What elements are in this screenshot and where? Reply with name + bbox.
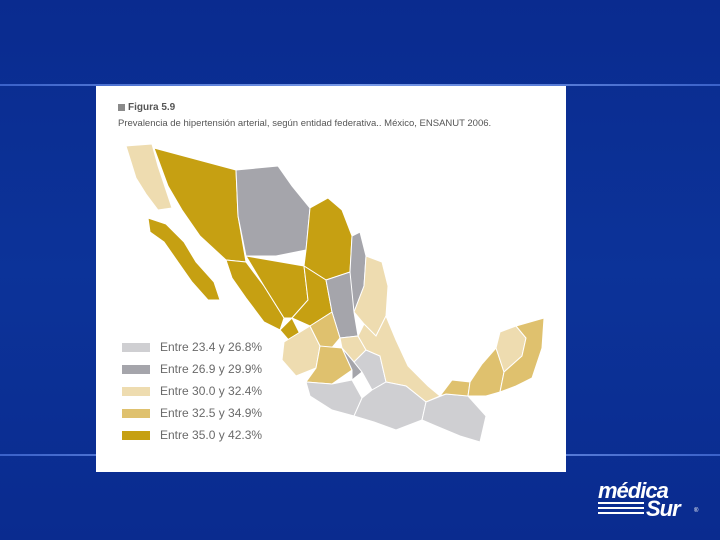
medica-sur-logo: médica Sur ® bbox=[598, 478, 698, 522]
legend-label: Entre 32.5 y 34.9% bbox=[160, 406, 263, 420]
region-guerrero bbox=[305, 379, 363, 417]
region-chihuahua bbox=[235, 165, 311, 257]
region-guanajuato bbox=[309, 311, 341, 351]
legend-label: Entre 30.0 y 32.4% bbox=[160, 384, 263, 398]
figure-caption: Prevalencia de hipertensión arterial, se… bbox=[118, 118, 492, 129]
legend-swatch bbox=[122, 386, 150, 396]
legend-label: Entre 26.9 y 29.9% bbox=[160, 362, 263, 376]
region-baja-california-sur bbox=[147, 217, 221, 301]
legend-item: Entre 26.9 y 29.9% bbox=[122, 358, 262, 380]
logo-registered-mark: ® bbox=[694, 508, 699, 514]
logo-line1: médica bbox=[598, 478, 669, 503]
legend-item: Entre 35.0 y 42.3% bbox=[122, 424, 262, 446]
top-divider bbox=[0, 84, 720, 86]
logo-line2: Sur bbox=[646, 496, 681, 521]
mexico-map bbox=[125, 143, 545, 443]
region-tabasco bbox=[438, 379, 471, 397]
map-legend: Entre 23.4 y 26.8% Entre 26.9 y 29.9% En… bbox=[122, 336, 262, 446]
figure-title-text: Figura 5.9 bbox=[128, 102, 176, 113]
legend-swatch bbox=[122, 342, 150, 352]
region-chiapas bbox=[421, 393, 487, 443]
logo-bars bbox=[598, 502, 644, 518]
legend-swatch bbox=[122, 364, 150, 374]
legend-item: Entre 30.0 y 32.4% bbox=[122, 380, 262, 402]
region-quintana-roo bbox=[499, 317, 545, 393]
region-baja-california bbox=[125, 143, 173, 211]
legend-item: Entre 23.4 y 26.8% bbox=[122, 336, 262, 358]
legend-swatch bbox=[122, 408, 150, 418]
figure-panel: Figura 5.9 Prevalencia de hipertensión a… bbox=[96, 86, 566, 472]
legend-label: Entre 23.4 y 26.8% bbox=[160, 340, 263, 354]
legend-swatch bbox=[122, 430, 150, 440]
legend-label: Entre 35.0 y 42.3% bbox=[160, 428, 263, 442]
region-mexico-state bbox=[341, 347, 363, 382]
legend-item: Entre 32.5 y 34.9% bbox=[122, 402, 262, 424]
title-square-icon bbox=[118, 104, 125, 111]
region-coahuila bbox=[303, 197, 353, 281]
figure-title: Figura 5.9 bbox=[118, 102, 175, 113]
